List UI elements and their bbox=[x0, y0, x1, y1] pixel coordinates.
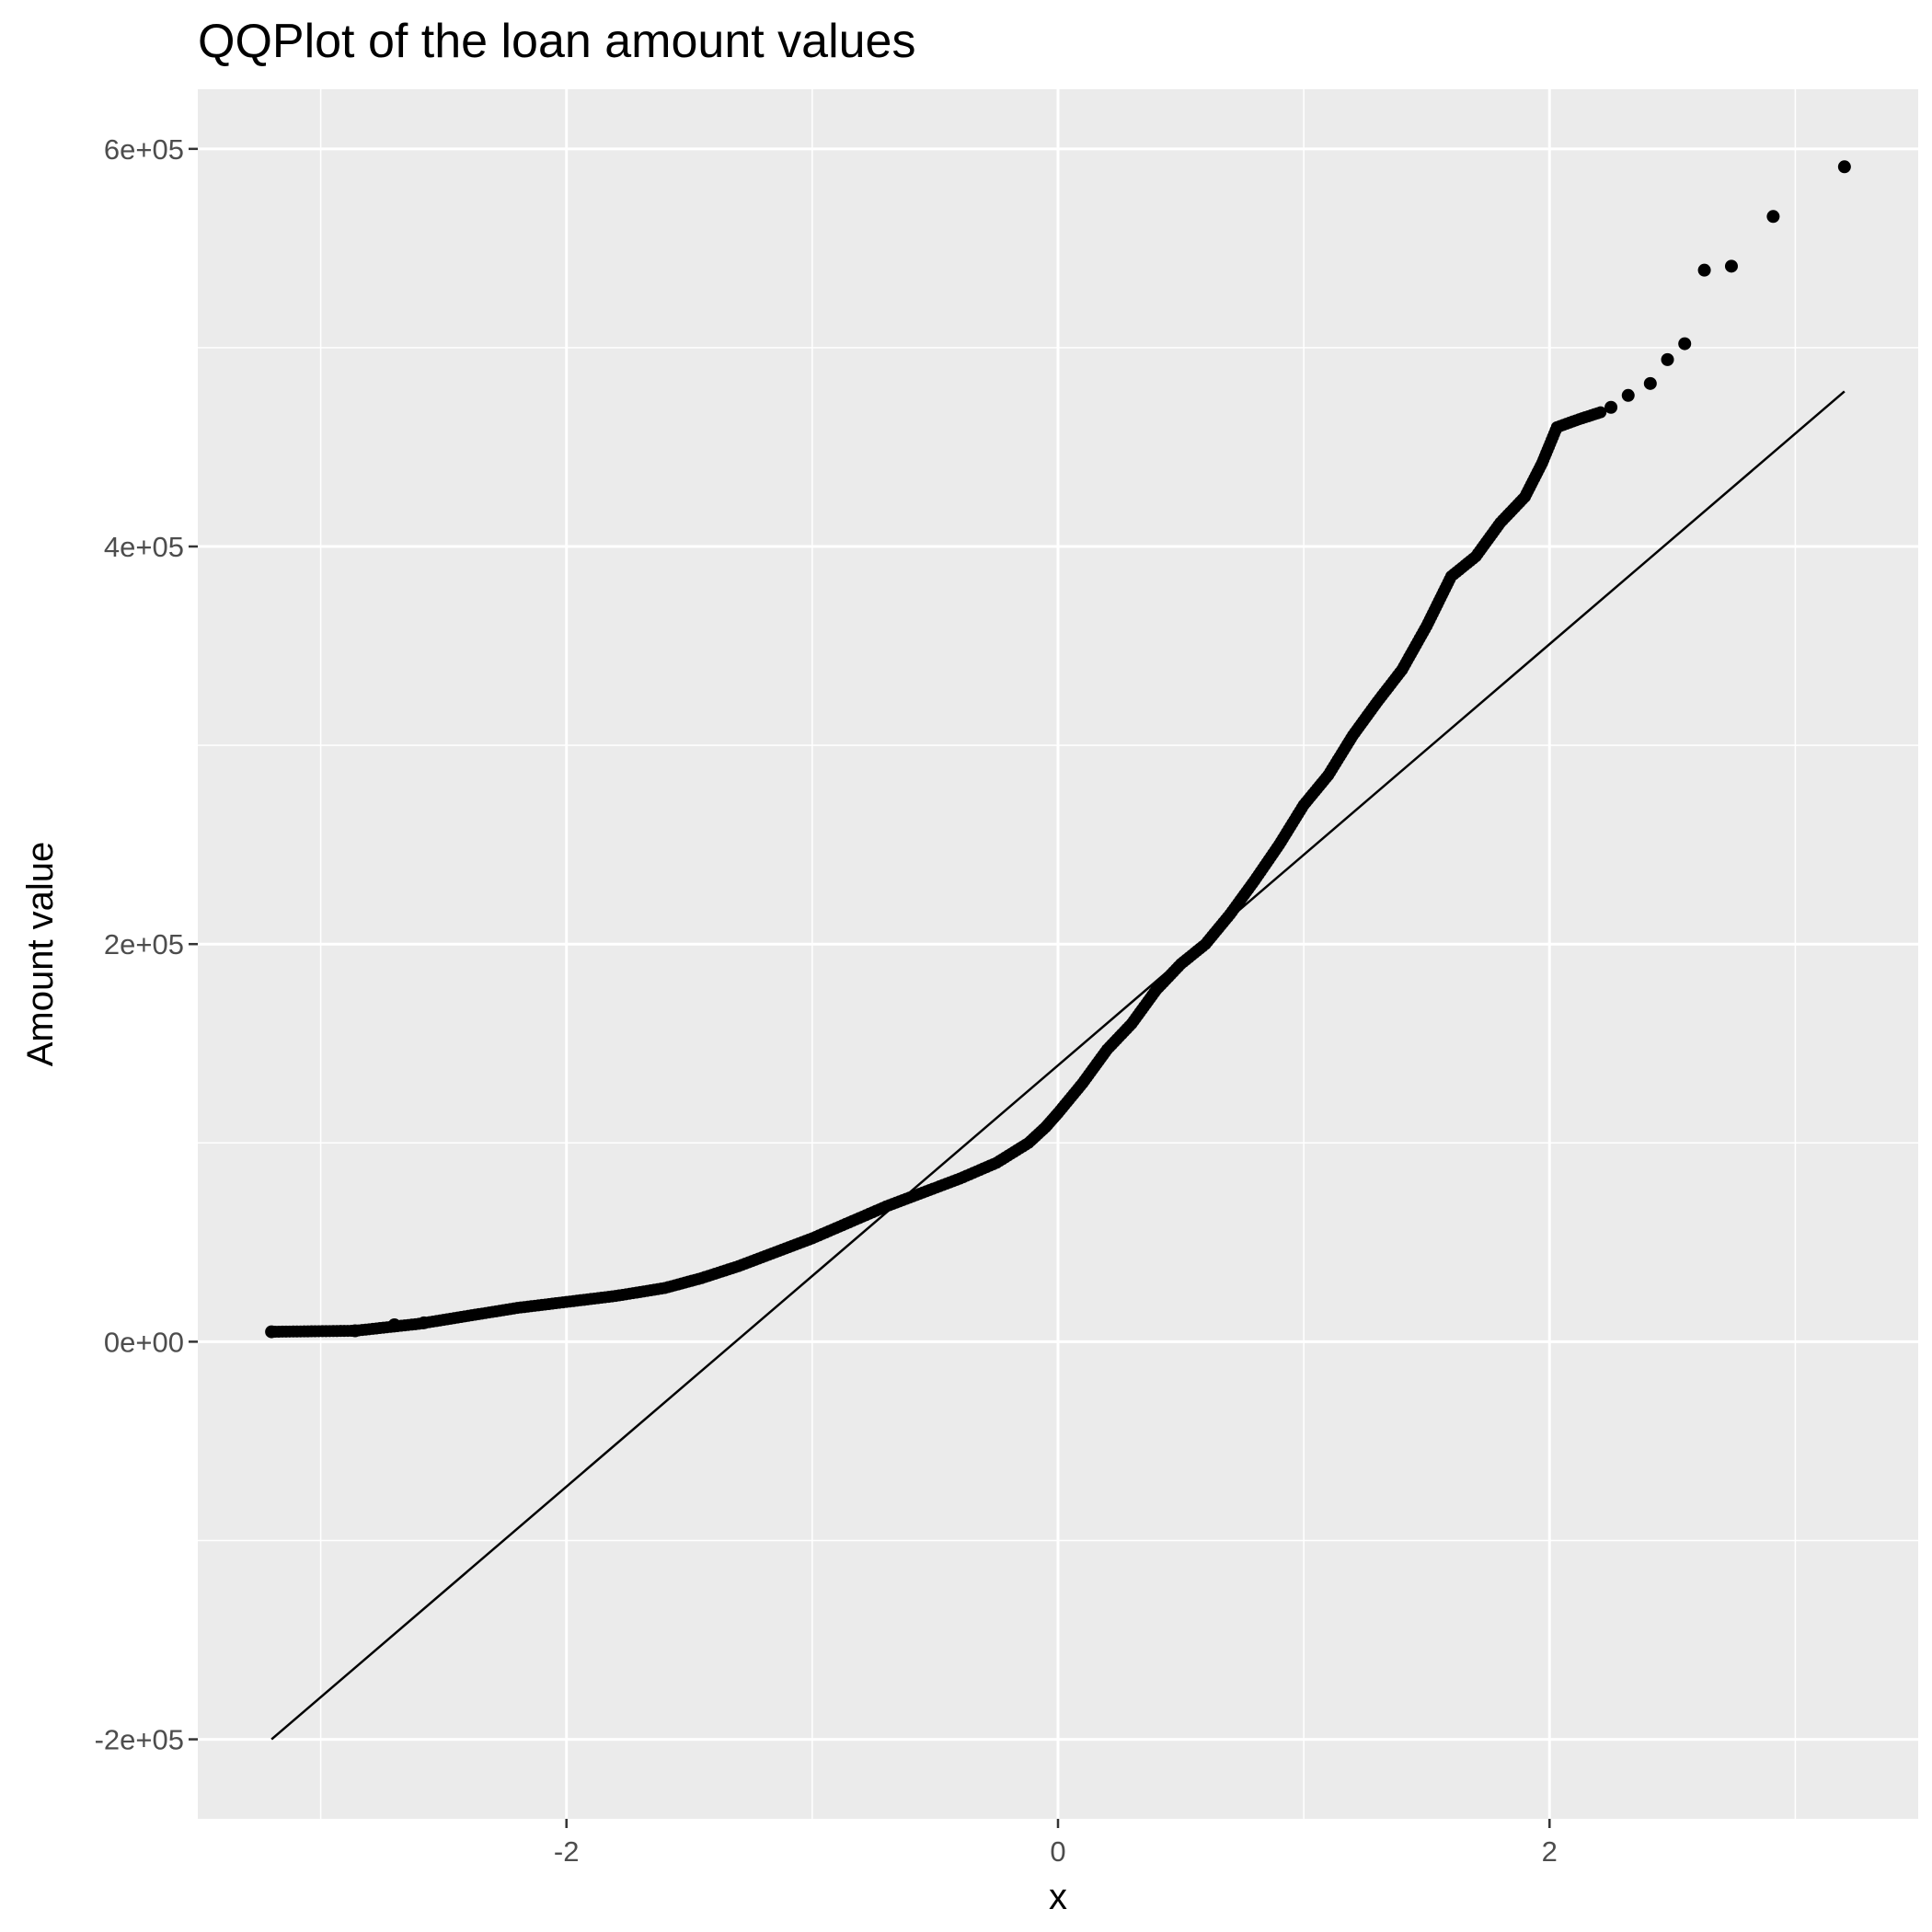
data-point bbox=[1621, 388, 1635, 402]
x-tick-label: -2 bbox=[554, 1835, 580, 1868]
x-axis: -2 0 2 bbox=[554, 1819, 1558, 1868]
grid-lines bbox=[198, 89, 1918, 1819]
data-point bbox=[1766, 210, 1780, 224]
data-point bbox=[1661, 352, 1674, 366]
y-axis: -2e+05 0e+00 2e+05 4e+05 6e+05 bbox=[95, 133, 198, 1756]
reference-line bbox=[270, 390, 1846, 1741]
data-point bbox=[1724, 259, 1738, 273]
data-point bbox=[417, 1316, 431, 1329]
y-tick-label: 2e+05 bbox=[104, 928, 184, 960]
data-point bbox=[1837, 160, 1851, 174]
data-point bbox=[265, 1325, 279, 1339]
data-point bbox=[387, 1318, 401, 1332]
chart-title: QQPlot of the loan amount values bbox=[198, 15, 915, 68]
data-point bbox=[1643, 376, 1657, 390]
y-axis-title: Amount value bbox=[20, 842, 61, 1067]
data-point bbox=[1604, 400, 1618, 414]
y-tick-label: 4e+05 bbox=[104, 531, 184, 563]
y-tick-label: -2e+05 bbox=[95, 1724, 184, 1756]
x-tick-label: 2 bbox=[1542, 1835, 1558, 1868]
y-tick-label: 0e+00 bbox=[104, 1326, 184, 1358]
data-point bbox=[1678, 337, 1692, 351]
data-points bbox=[265, 160, 1851, 1339]
x-axis-title: x bbox=[1049, 1877, 1067, 1917]
data-point bbox=[348, 1324, 362, 1338]
y-tick-label: 6e+05 bbox=[104, 133, 184, 166]
data-point bbox=[1594, 406, 1607, 419]
data-point bbox=[1697, 263, 1711, 277]
x-tick-label: 0 bbox=[1050, 1835, 1065, 1868]
